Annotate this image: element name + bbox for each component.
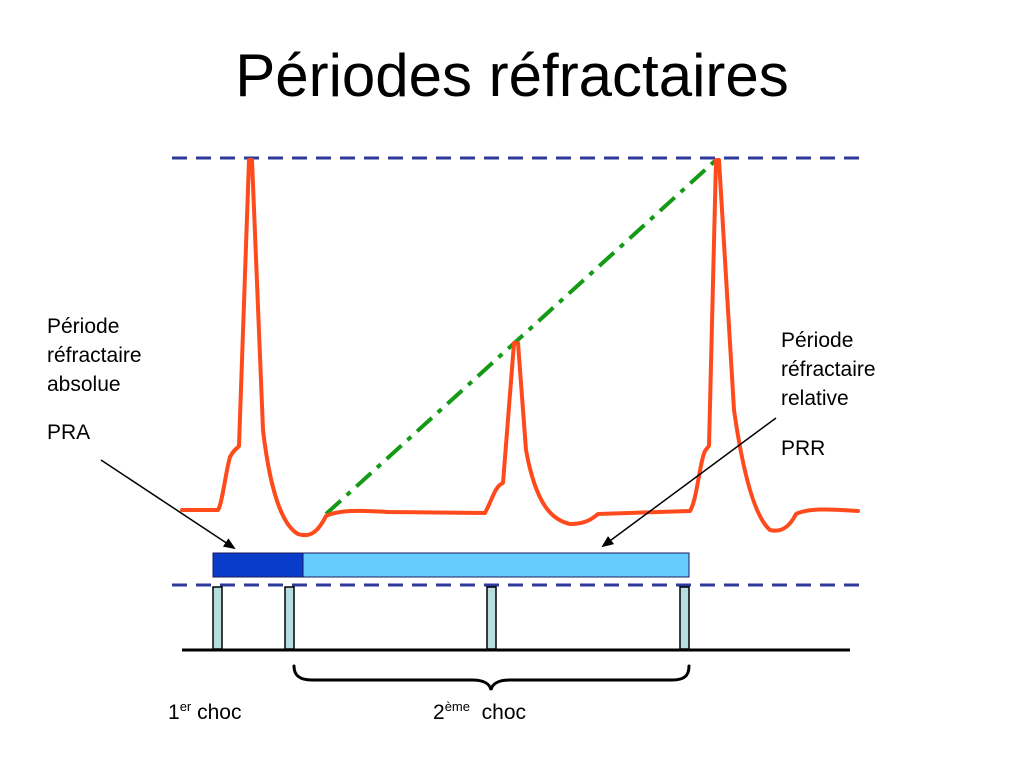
second-shock-number: 2 [433,701,445,724]
absolute-refractory-bar [212,552,304,578]
relative-period-label: Période réfractaire relative [781,326,876,413]
stimulus-marker-4 [679,586,690,650]
action-potential-trace [180,158,860,538]
relative-label-line-2: réfractaire [781,358,876,381]
absolute-label-line-2: réfractaire [47,344,142,367]
pra-arrow [100,459,236,550]
pra-abbreviation: PRA [47,421,91,444]
second-shock-word: choc [481,701,527,724]
absolute-period-label: Période réfractaire absolue [47,312,142,399]
second-shock-brace [292,664,691,691]
first-shock-label: 1er choc [168,698,241,727]
second-shock-label: 2ème choc [433,698,526,727]
slide-title: Périodes réfractaires [235,42,789,109]
relative-label-line-1: Période [781,329,854,352]
amplitude-dashdot-line [324,158,718,516]
first-shock-suffix: er [179,699,192,714]
first-shock-word: choc [197,701,242,724]
stimulus-marker-3 [486,586,497,650]
relative-label-line-3: relative [781,387,849,410]
stimulus-marker-2 [284,586,295,650]
absolute-label-line-3: absolue [47,373,121,396]
prr-arrow [601,417,777,548]
stimulus-marker-1 [212,586,223,650]
first-shock-number: 1 [168,701,180,724]
relative-refractory-bar [302,552,690,578]
second-shock-suffix: ème [444,699,470,714]
prr-abbreviation: PRR [781,437,826,460]
absolute-label-line-1: Période [47,315,120,338]
